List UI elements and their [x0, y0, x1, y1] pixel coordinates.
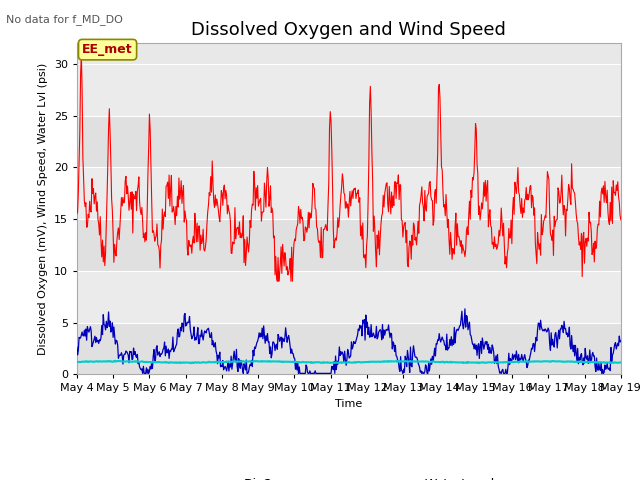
DisOxy	[77, 51, 85, 57]
DisOxy	[73, 211, 81, 217]
DisOxy	[417, 199, 424, 205]
ws	[139, 371, 147, 376]
WaterLevel	[111, 358, 119, 364]
WaterLevel	[83, 358, 90, 364]
ws	[617, 338, 625, 344]
Line: DisOxy: DisOxy	[77, 54, 621, 281]
ws	[431, 353, 439, 359]
ws	[195, 341, 202, 347]
DisOxy	[273, 278, 281, 284]
ws	[416, 364, 424, 370]
WaterLevel	[223, 359, 231, 365]
Bar	[77, 323, 621, 374]
DisOxy	[84, 224, 92, 229]
Text: EE_met: EE_met	[82, 43, 133, 56]
WaterLevel	[140, 359, 147, 365]
Bar	[77, 271, 621, 323]
ws	[73, 344, 81, 350]
DisOxy	[433, 200, 440, 206]
WaterLevel	[195, 360, 202, 365]
Bar	[77, 219, 621, 271]
WaterLevel	[73, 359, 81, 365]
Bar	[77, 64, 621, 116]
WaterLevel	[431, 360, 439, 365]
Line: ws: ws	[77, 309, 621, 373]
DisOxy	[140, 235, 147, 240]
DisOxy	[195, 223, 202, 229]
Title: Dissolved Oxygen and Wind Speed: Dissolved Oxygen and Wind Speed	[191, 21, 506, 39]
Text: No data for f_MD_DO: No data for f_MD_DO	[6, 14, 124, 25]
Bar	[77, 168, 621, 219]
X-axis label: Time: Time	[335, 399, 362, 409]
ws	[223, 364, 231, 370]
Bar	[77, 116, 621, 168]
DisOxy	[617, 217, 625, 223]
WaterLevel	[475, 360, 483, 366]
ws	[461, 306, 468, 312]
ws	[83, 337, 90, 343]
ws	[140, 363, 147, 369]
WaterLevel	[617, 360, 625, 365]
Line: WaterLevel: WaterLevel	[77, 361, 621, 363]
Y-axis label: Dissolved Oxygen (mV), Wind Speed, Water Lvl (psi): Dissolved Oxygen (mV), Wind Speed, Water…	[38, 63, 48, 355]
Legend: DisOxy, ws, WaterLevel: DisOxy, ws, WaterLevel	[198, 473, 500, 480]
WaterLevel	[416, 359, 424, 364]
DisOxy	[223, 211, 231, 216]
